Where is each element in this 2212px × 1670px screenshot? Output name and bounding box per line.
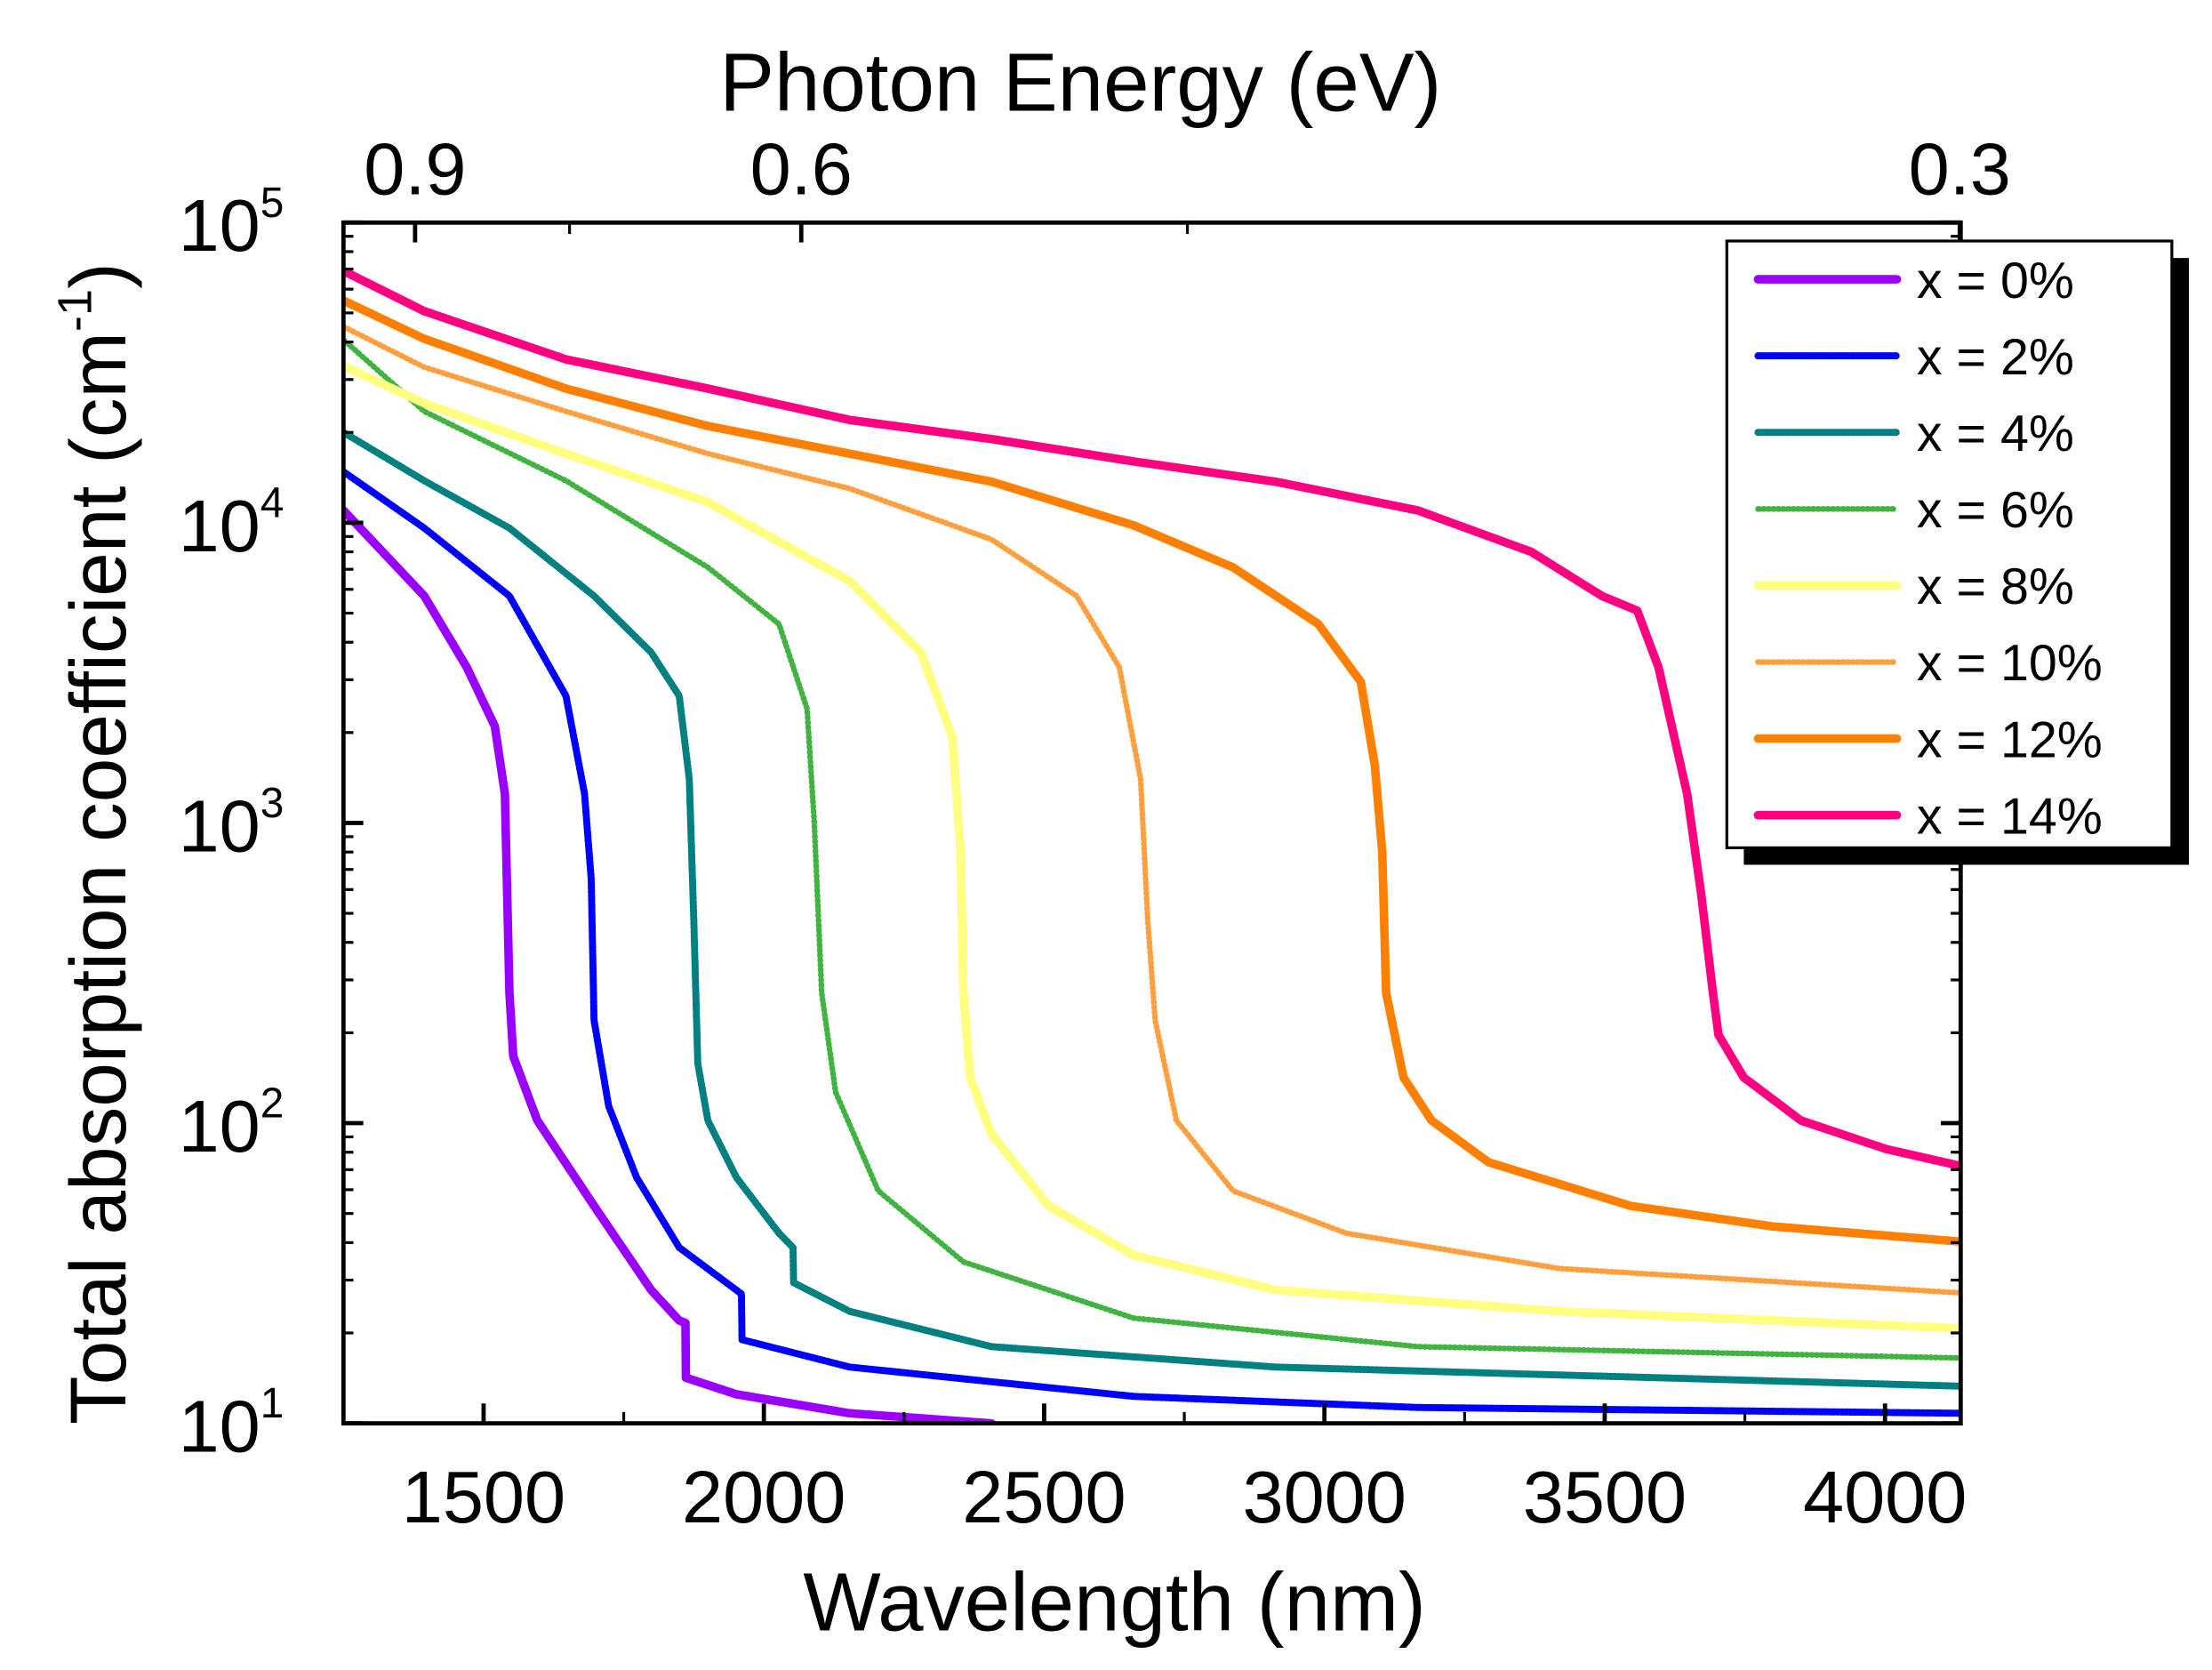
legend-label: x = 2%	[1917, 329, 2074, 386]
top-tick-label: 0.3	[1909, 127, 2011, 210]
x-tick-label: 4000	[1803, 1456, 1967, 1538]
x-tick-label: 3500	[1523, 1456, 1687, 1538]
series-line-5	[343, 324, 1961, 1297]
top-tick-label: 0.9	[364, 127, 466, 210]
x-tick-label: 3000	[1243, 1456, 1407, 1538]
y-tick-base: 10	[179, 184, 260, 267]
y-axis-title-sup: -1	[49, 289, 102, 332]
top-axis-title: Photon Energy (eV)	[719, 36, 1441, 128]
legend-label: x = 6%	[1917, 482, 2074, 539]
series-line-3	[343, 336, 1961, 1361]
legend-box	[1725, 239, 2174, 849]
x-tick-label: 2000	[682, 1456, 846, 1538]
series-line-6	[343, 296, 1961, 1247]
legend-label: x = 8%	[1917, 558, 2074, 615]
y-tick-label: 102	[179, 1080, 285, 1168]
legend-label: x = 0%	[1917, 253, 2074, 309]
legend-label: x = 4%	[1917, 405, 2074, 462]
y-tick-label: 104	[179, 479, 285, 566]
series-line-4	[343, 361, 1961, 1333]
y-axis-title-close: )	[53, 262, 142, 289]
top-tick-label: 0.6	[750, 127, 853, 210]
x-axis-title: Wavelength (nm)	[803, 1555, 1426, 1648]
x-tick-label: 2500	[962, 1456, 1126, 1538]
y-axis-title: Total absorption coefficient (cm-1)	[49, 262, 142, 1425]
legend: x = 0% x = 2% x = 4% x = 6% x = 8% x = 10% x =…	[1725, 239, 2189, 865]
y-tick-base: 10	[179, 784, 260, 867]
series-line-7	[343, 266, 1961, 1171]
y-tick-exponent: 2	[260, 1080, 285, 1128]
y-tick-exponent: 5	[260, 180, 285, 227]
series-line-0	[343, 506, 996, 1424]
y-axis-title-main: Total absorption coefficient (cm	[53, 332, 142, 1425]
y-tick-exponent: 3	[260, 780, 285, 827]
y-tick-label: 105	[179, 180, 285, 267]
legend-label: x = 14%	[1917, 788, 2103, 845]
x-tick-label: 1500	[402, 1456, 565, 1538]
legend-label: x = 10%	[1917, 635, 2103, 692]
y-tick-exponent: 4	[260, 479, 285, 526]
y-tick-label: 101	[179, 1380, 285, 1467]
legend-label: x = 12%	[1917, 711, 2103, 768]
series-line-1	[343, 468, 1961, 1417]
y-tick-base: 10	[179, 1085, 260, 1168]
y-tick-label: 103	[179, 780, 285, 867]
series-line-2	[343, 429, 1961, 1390]
y-tick-base: 10	[179, 485, 260, 567]
series-layer	[343, 266, 1961, 1424]
y-tick-base: 10	[179, 1385, 260, 1467]
y-tick-exponent: 1	[260, 1380, 285, 1427]
